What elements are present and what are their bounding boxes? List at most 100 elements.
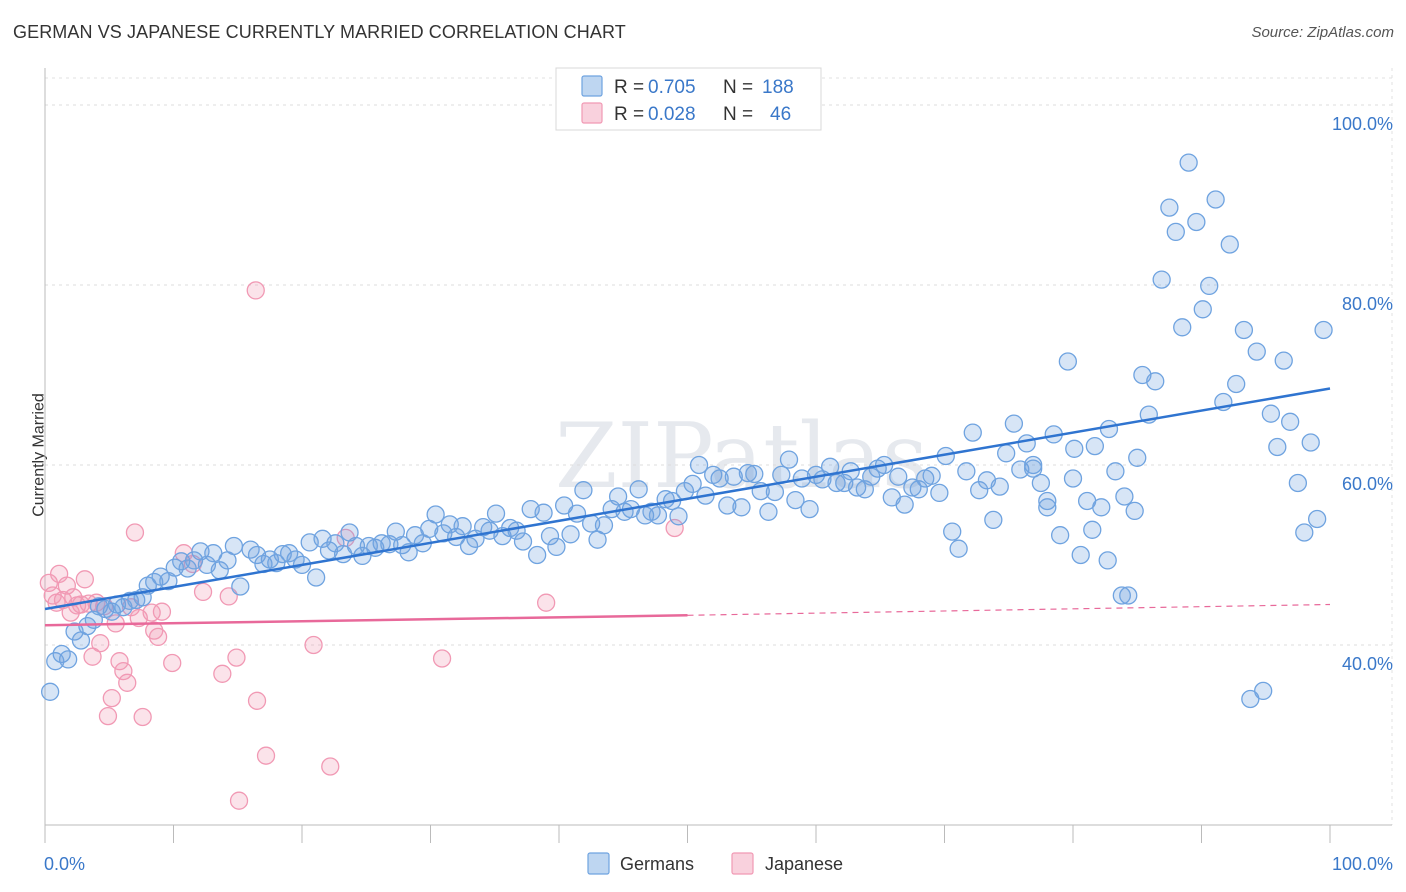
japanese-point-29 — [152, 602, 172, 621]
germans-point-72 — [513, 532, 533, 551]
legend: R = 0.705 N = 188 R = 0.028 N = 46 — [555, 67, 822, 131]
germans-point-158 — [1098, 551, 1117, 570]
germans-point-132 — [922, 466, 941, 485]
germans-point-184 — [1274, 351, 1293, 370]
germans-point-172 — [1193, 300, 1212, 319]
germans-point-142 — [990, 477, 1009, 496]
legend-japanese-n-label: N = — [723, 104, 753, 125]
germans-point-146 — [1017, 434, 1036, 453]
japanese-point-5 — [57, 576, 76, 595]
germans-point-118 — [827, 473, 846, 493]
germans-point-178 — [1234, 320, 1254, 340]
japanese-point-20 — [114, 661, 133, 681]
germans-point-130 — [909, 480, 928, 499]
japanese-point-39 — [247, 691, 267, 710]
japanese-point-17 — [102, 688, 121, 708]
germans-point-171 — [1187, 212, 1206, 232]
japanese-point-42 — [321, 757, 340, 776]
japanese-point-40 — [256, 746, 276, 765]
germans-point-98 — [689, 455, 709, 475]
germans-point-177 — [1227, 374, 1246, 394]
germans-point-167 — [1160, 198, 1179, 217]
germans-point-105 — [738, 463, 758, 483]
germans-point-84 — [594, 516, 614, 535]
japanese-point-30 — [163, 653, 182, 673]
japanese-point-21 — [118, 673, 137, 692]
germans-trend-line — [44, 387, 1331, 611]
germans-point-185 — [1281, 412, 1300, 431]
germans-point-168 — [1166, 222, 1185, 242]
legend-box — [555, 67, 822, 131]
legend-germans-r-label: R = — [614, 77, 644, 98]
germans-point-139 — [970, 481, 989, 500]
germans-point-166 — [1152, 270, 1171, 289]
japanese-point-34 — [213, 664, 232, 683]
germans-point-137 — [957, 462, 976, 481]
japanese-point-35 — [219, 587, 238, 606]
germans-point-75 — [534, 503, 553, 522]
germans-point-194 — [1083, 520, 1102, 539]
germans-point-195 — [1099, 419, 1119, 439]
germans-point-135 — [943, 522, 962, 541]
germans-point-106 — [745, 464, 764, 484]
japanese-point-41 — [304, 635, 323, 655]
japanese-point-38 — [246, 281, 265, 300]
germans-point-108 — [759, 502, 778, 521]
germans-point-161 — [1119, 586, 1138, 605]
germans-point-41 — [306, 568, 326, 587]
legend-japanese-n-value: 46 — [770, 104, 791, 125]
x-tick-labels: 0.0% 100.0% — [44, 854, 1393, 874]
germans-point-152 — [1058, 352, 1078, 371]
japanese-point-16 — [98, 706, 118, 726]
germans-point-81 — [574, 481, 593, 500]
germans-point-138 — [963, 423, 982, 442]
japanese-point-46 — [665, 518, 684, 538]
japanese-trend-line — [44, 614, 688, 627]
germans-point-176 — [1220, 235, 1239, 254]
japanese-point-37 — [229, 791, 249, 810]
germans-point-174 — [1206, 190, 1225, 209]
bottom-legend-germans-swatch — [587, 852, 610, 875]
japanese-point-25 — [133, 707, 152, 727]
bottom-legend: Germans Japanese — [587, 852, 843, 875]
germans-points — [40, 153, 1333, 709]
japanese-point-19 — [110, 652, 129, 671]
germans-point-179 — [1241, 689, 1260, 709]
germans-point-86 — [608, 487, 628, 506]
germans-point-92 — [648, 506, 668, 525]
y-tick-label-3: 100.0% — [1332, 114, 1393, 134]
germans-point-156 — [1085, 436, 1104, 456]
germans-point-182 — [1261, 404, 1281, 423]
germans-point-102 — [718, 496, 737, 515]
germans-point-129 — [903, 478, 922, 497]
germans-point-114 — [800, 499, 819, 519]
germans-point-77 — [547, 537, 566, 557]
germans-point-148 — [1031, 473, 1051, 493]
x-tick-label-0: 0.0% — [44, 854, 85, 874]
germans-point-68 — [486, 504, 506, 523]
germans-point-43 — [319, 541, 339, 560]
germans-point-29 — [224, 536, 244, 556]
legend-germans-r-value: 0.705 — [648, 77, 696, 98]
germans-point-111 — [779, 450, 799, 469]
y-tick-label-1: 60.0% — [1342, 474, 1393, 494]
japanese-point-33 — [193, 582, 213, 602]
germans-point-197 — [1128, 448, 1147, 467]
germans-point-151 — [1051, 526, 1070, 545]
germans-point-160 — [1112, 586, 1131, 605]
germans-point-76 — [540, 526, 560, 546]
germans-point-133 — [930, 483, 949, 503]
germans-point-154 — [1071, 545, 1090, 565]
legend-germans-n-value: 188 — [762, 77, 794, 98]
bottom-legend-germans-label: Germans — [620, 854, 694, 874]
legend-japanese-swatch — [581, 102, 603, 124]
japanese-point-10 — [75, 570, 94, 589]
germans-point-191 — [1024, 455, 1043, 475]
germans-point-74 — [528, 545, 547, 565]
germans-point-159 — [1106, 462, 1125, 481]
germans-point-153 — [1065, 439, 1084, 458]
germans-point-183 — [1268, 437, 1287, 457]
bottom-legend-japanese-swatch — [731, 852, 754, 875]
legend-japanese-r-value: 0.028 — [648, 104, 696, 125]
